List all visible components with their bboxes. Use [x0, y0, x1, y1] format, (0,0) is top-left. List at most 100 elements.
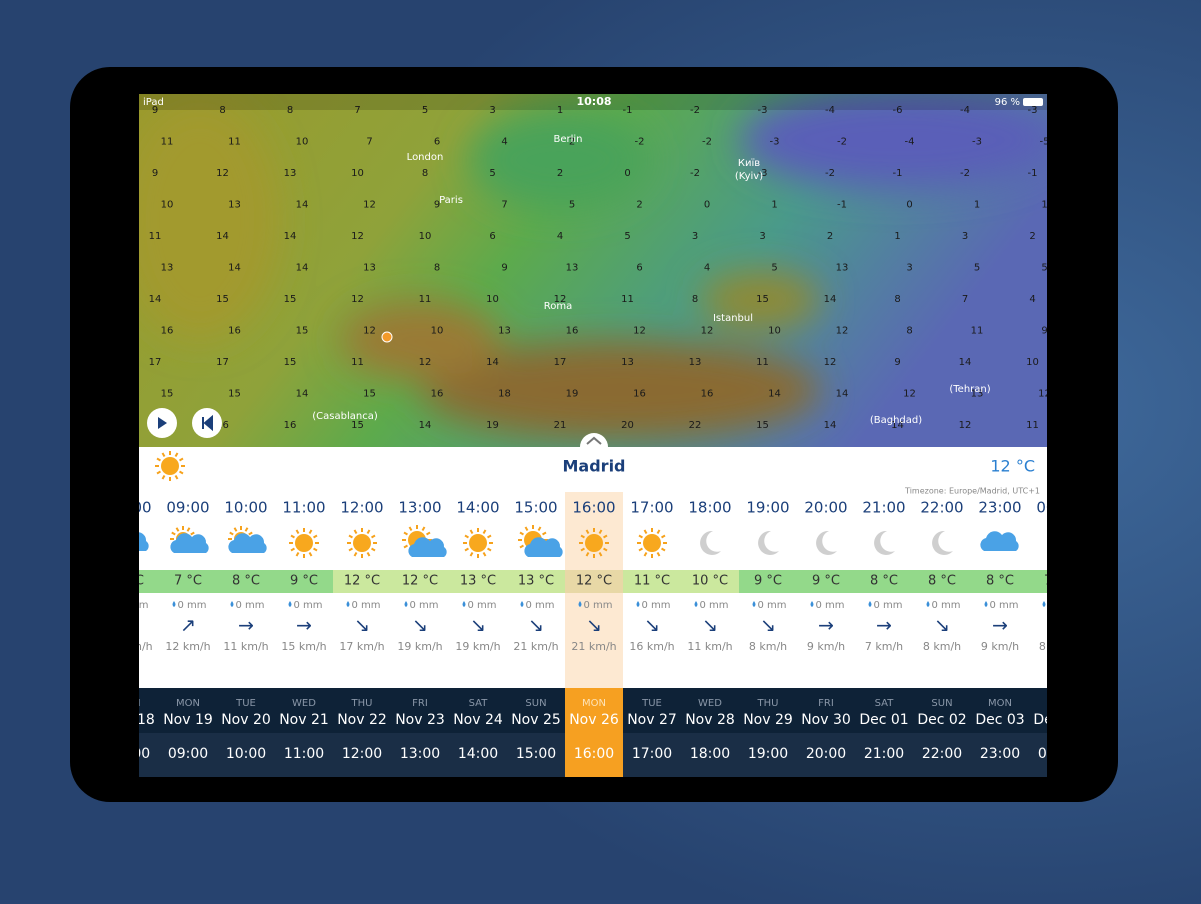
precipitation: 0 mm: [757, 600, 786, 611]
hour: 00:00: [1036, 499, 1079, 517]
map-temp: 8: [894, 294, 900, 305]
sun: [161, 457, 179, 475]
sun-ray: [244, 527, 249, 532]
map-temp: 12: [554, 294, 567, 305]
temp-band: [971, 570, 1029, 593]
sun-ray: [585, 552, 590, 557]
map-temp: 18: [498, 389, 511, 400]
date: Nov 26: [569, 712, 619, 728]
map-temp: 11: [971, 326, 984, 337]
temperature: 9 °C: [290, 574, 318, 589]
map-temp: 20: [621, 420, 634, 431]
map-temp: 14: [228, 263, 241, 274]
sun-ray: [464, 534, 469, 539]
play-icon: [158, 417, 167, 429]
drop-icon: [1042, 601, 1046, 607]
hour: 23:00: [978, 499, 1021, 517]
map-temp: 17: [554, 357, 567, 368]
wind-speed: 17 km/h: [339, 640, 384, 653]
temperature: 6 °C: [116, 574, 144, 589]
map-temp: 13: [363, 263, 376, 274]
map-temp: 4: [704, 263, 710, 274]
weekday: MON: [582, 698, 606, 709]
hour: 19:00: [746, 499, 789, 517]
sun-ray: [290, 547, 295, 552]
wind-speed: 21 km/h: [513, 640, 558, 653]
temp-band: [507, 570, 565, 593]
map-temp: 10: [768, 326, 781, 337]
map-temp: -4: [905, 137, 915, 148]
timeline-hour: 09:00: [168, 746, 208, 762]
wind-direction: ↘: [760, 615, 776, 637]
city-label: Paris: [439, 195, 463, 206]
map-temp: 6: [636, 263, 642, 274]
temperature: 13 °C: [518, 574, 554, 589]
drop-icon: [984, 601, 988, 607]
timeline-hour: 13:00: [400, 746, 440, 762]
map-temp: 14: [959, 357, 972, 368]
hour: 10:00: [224, 499, 267, 517]
sun-ray: [190, 531, 195, 536]
drop-icon: [810, 601, 814, 607]
sun-ray: [524, 526, 529, 531]
sun-ray: [366, 529, 371, 534]
date: Nov 24: [453, 712, 503, 728]
sun-ray: [229, 531, 234, 536]
location-dot: [381, 331, 393, 343]
sun-ray: [233, 527, 238, 532]
map-temp: 3: [692, 231, 698, 242]
hour: 17:00: [630, 499, 673, 517]
map-temp: 6: [489, 231, 495, 242]
sun-ray: [175, 527, 180, 532]
sun-ray: [469, 529, 474, 534]
sun-ray: [487, 534, 492, 539]
map-temp: -3: [1028, 105, 1038, 116]
wind-direction: →: [296, 615, 312, 637]
map-temp: 7: [366, 137, 372, 148]
map-temp: 0: [906, 200, 912, 211]
map-temp: 9: [152, 168, 158, 179]
city-label: Київ: [738, 158, 760, 169]
drop-icon: [868, 601, 872, 607]
map-temp: 2: [1029, 231, 1035, 242]
city-label: (Kyiv): [735, 171, 763, 182]
temp-band: [275, 570, 333, 593]
timeline-hour: 18:00: [690, 746, 730, 762]
sun-ray: [366, 552, 371, 557]
city-label: (Casablanca): [312, 411, 378, 422]
drop-icon: [288, 601, 292, 607]
precipitation: 0 mm: [467, 600, 496, 611]
city-label: Roma: [544, 301, 573, 312]
sun-ray: [638, 547, 643, 552]
rewind-icon: [202, 414, 213, 432]
map-temp: -4: [825, 105, 835, 116]
map-temp: 13: [161, 263, 174, 274]
map-temp: 7: [501, 200, 507, 211]
cloud: [408, 537, 447, 557]
hour: 18:00: [688, 499, 731, 517]
wind-speed: 8 km/h: [749, 640, 787, 653]
temperature: 7 °C: [1044, 574, 1072, 589]
temp-band: [139, 570, 159, 593]
map-temp: 15: [216, 294, 229, 305]
wind-direction: ↘: [412, 615, 428, 637]
precipitation: 0 mm: [641, 600, 670, 611]
date: Dec 01: [859, 712, 908, 728]
map-temp: 5: [569, 200, 575, 211]
sun: [585, 534, 603, 552]
sun-ray: [537, 526, 542, 531]
date: Nov 18: [105, 712, 155, 728]
temp-band: [681, 570, 739, 593]
map-temp: 2: [827, 231, 833, 242]
drop-icon: [926, 601, 930, 607]
sun-ray: [313, 547, 318, 552]
cloud: [228, 533, 267, 553]
sun-ray: [661, 547, 666, 552]
moon: [700, 530, 721, 555]
wind-speed: 11 km/h: [687, 640, 732, 653]
weekday: FRI: [818, 698, 834, 709]
map-temp: 16: [566, 326, 579, 337]
temp-band: [159, 570, 217, 593]
timeline-hour: 21:00: [864, 746, 904, 762]
wind-direction: ↗: [180, 615, 196, 637]
